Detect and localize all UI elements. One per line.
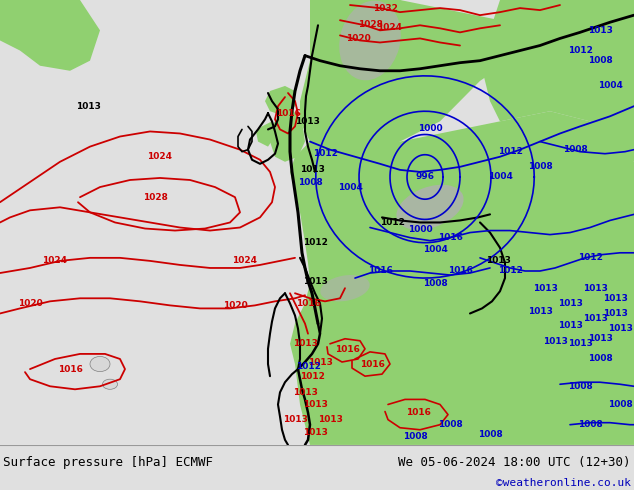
Text: 1013: 1013 [75, 101, 100, 111]
Text: 1012: 1012 [498, 147, 522, 156]
Text: 1013: 1013 [602, 309, 628, 318]
Text: 1013: 1013 [302, 277, 327, 286]
Text: 1012: 1012 [295, 362, 320, 370]
Text: 1013: 1013 [292, 339, 318, 348]
Text: 1013: 1013 [295, 117, 320, 126]
Polygon shape [270, 109, 305, 162]
Text: 1013: 1013 [607, 324, 633, 333]
Text: 1008: 1008 [403, 432, 427, 441]
Ellipse shape [103, 379, 117, 389]
Text: 1016: 1016 [368, 267, 392, 275]
Polygon shape [256, 122, 275, 147]
Text: 1013: 1013 [486, 256, 510, 266]
Text: 1013: 1013 [588, 334, 612, 343]
Polygon shape [290, 111, 634, 445]
Text: 1008: 1008 [607, 400, 632, 409]
Text: 1013: 1013 [557, 321, 583, 330]
Text: 1013: 1013 [302, 428, 327, 437]
Text: 1012: 1012 [567, 46, 592, 55]
Text: 1024: 1024 [148, 152, 172, 161]
Polygon shape [0, 0, 100, 71]
Text: 1020: 1020 [18, 299, 42, 308]
Text: 1024: 1024 [233, 256, 257, 266]
Text: 1032: 1032 [373, 3, 398, 13]
Text: 1008: 1008 [527, 162, 552, 171]
Text: 1013: 1013 [283, 415, 307, 424]
Ellipse shape [396, 185, 463, 230]
Text: 1012: 1012 [302, 238, 327, 247]
Polygon shape [265, 86, 295, 116]
Text: 1016: 1016 [448, 267, 472, 275]
Text: 1013: 1013 [602, 294, 628, 303]
Text: 1016: 1016 [359, 360, 384, 368]
Text: 1013: 1013 [307, 358, 332, 367]
Text: 1013: 1013 [588, 26, 612, 35]
Text: 1028: 1028 [143, 193, 167, 202]
Text: 996: 996 [415, 172, 434, 181]
Text: 1013: 1013 [302, 400, 327, 409]
Text: 1004: 1004 [488, 172, 512, 181]
Text: 1008: 1008 [578, 420, 602, 429]
Text: 1008: 1008 [437, 420, 462, 429]
Text: 1020: 1020 [223, 301, 247, 310]
Polygon shape [335, 0, 440, 111]
Text: 1024: 1024 [42, 256, 67, 266]
Polygon shape [480, 0, 634, 162]
Text: 1016: 1016 [335, 345, 359, 354]
Text: 1016: 1016 [295, 299, 320, 308]
Text: 1013: 1013 [543, 337, 567, 346]
Ellipse shape [320, 275, 370, 301]
Text: 1013: 1013 [527, 307, 552, 316]
Text: 1012: 1012 [498, 267, 522, 275]
Text: 1013: 1013 [557, 299, 583, 308]
Text: We 05-06-2024 18:00 UTC (12+30): We 05-06-2024 18:00 UTC (12+30) [398, 456, 631, 468]
Text: 1016: 1016 [276, 109, 301, 118]
Text: 1012: 1012 [380, 218, 404, 227]
Text: 1008: 1008 [588, 56, 612, 65]
Text: Surface pressure [hPa] ECMWF: Surface pressure [hPa] ECMWF [3, 456, 213, 468]
Text: 1013: 1013 [583, 284, 607, 293]
Text: 1008: 1008 [423, 279, 448, 288]
Text: 1024: 1024 [377, 23, 403, 32]
Text: 1008: 1008 [588, 354, 612, 364]
Text: 1013: 1013 [583, 314, 607, 323]
Text: 1008: 1008 [477, 430, 502, 440]
Text: 1016: 1016 [406, 408, 430, 417]
Text: 1013: 1013 [299, 166, 325, 174]
Ellipse shape [90, 356, 110, 371]
Text: 1013: 1013 [567, 339, 592, 348]
Text: 1012: 1012 [299, 371, 325, 381]
Text: 1016: 1016 [58, 365, 82, 373]
Text: 1004: 1004 [337, 183, 363, 192]
Text: 1000: 1000 [408, 225, 432, 234]
Text: 1008: 1008 [567, 382, 592, 391]
Text: 1013: 1013 [318, 415, 342, 424]
Text: 1013: 1013 [533, 284, 557, 293]
Text: 1016: 1016 [437, 233, 462, 242]
Text: 1000: 1000 [418, 124, 443, 133]
Ellipse shape [339, 0, 401, 80]
Text: 1028: 1028 [358, 20, 382, 29]
Text: 1008: 1008 [297, 177, 322, 187]
Text: 1008: 1008 [562, 145, 587, 154]
Text: 1012: 1012 [313, 149, 337, 158]
Text: 1004: 1004 [423, 245, 448, 254]
Text: 1013: 1013 [292, 388, 318, 397]
Text: 1020: 1020 [346, 34, 370, 43]
Text: 1012: 1012 [578, 253, 602, 262]
Text: 1004: 1004 [598, 81, 623, 91]
Polygon shape [300, 0, 520, 162]
Text: ©weatheronline.co.uk: ©weatheronline.co.uk [496, 478, 631, 488]
